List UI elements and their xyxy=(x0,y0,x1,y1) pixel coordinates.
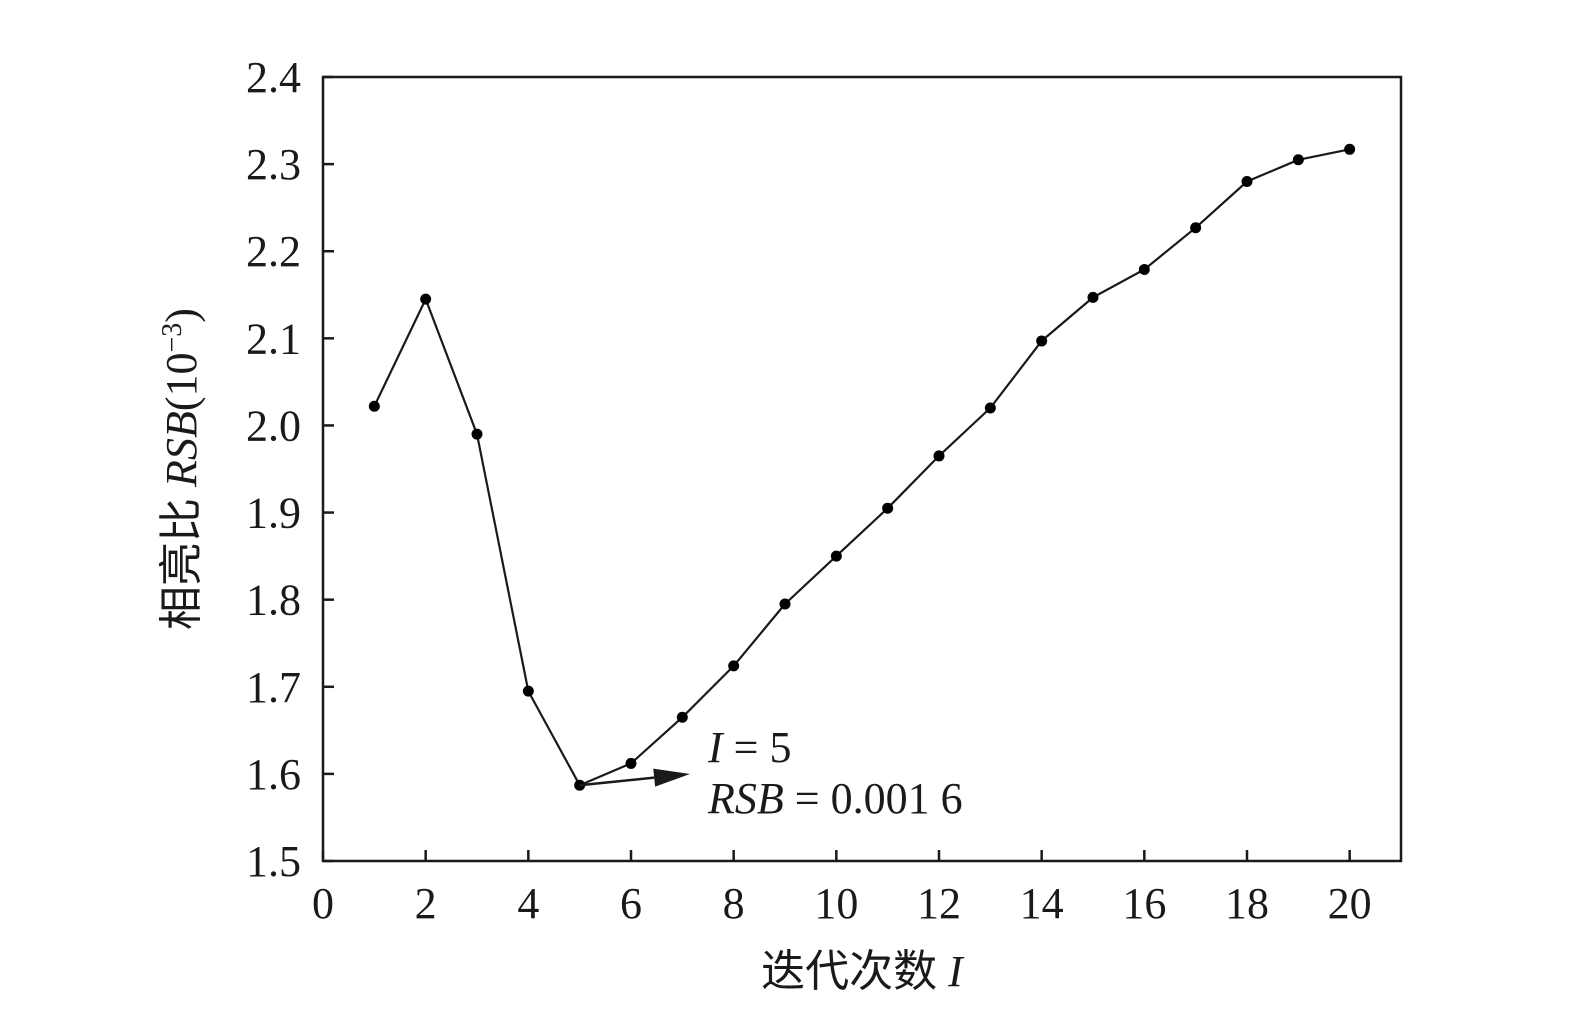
data-point xyxy=(1036,335,1048,347)
annotation-arrow xyxy=(579,776,655,787)
x-tick-label: 16 xyxy=(1122,879,1166,928)
y-tick-label: 1.9 xyxy=(246,489,301,538)
x-tick-label: 2 xyxy=(415,879,437,928)
y-tick-label: 1.7 xyxy=(246,663,301,712)
plot-frame xyxy=(321,75,1403,863)
data-point xyxy=(522,685,534,697)
y-axis-title-unit-open: (10 xyxy=(157,353,206,412)
x-axis-title-text: 迭代次数 xyxy=(761,947,948,996)
data-point xyxy=(882,502,894,514)
x-tick-label: 0 xyxy=(312,879,334,928)
data-point xyxy=(1344,143,1356,155)
data-point xyxy=(471,428,483,440)
x-tick-label: 10 xyxy=(814,879,858,928)
y-tick-label: 1.6 xyxy=(246,750,301,799)
annotation-arrow-head xyxy=(653,768,690,787)
y-axis-title-text: 相亮比 xyxy=(157,487,206,630)
y-tick-label: 2.0 xyxy=(246,401,301,450)
annotation-value-2: = 0.001 6 xyxy=(784,774,963,823)
x-tick-label: 8 xyxy=(723,879,745,928)
y-axis: 1.5 1.6 1.7 1.8 1.9 2.0 2.1 2.2 2.3 2.4 xyxy=(246,53,334,886)
y-tick-label: 2.4 xyxy=(246,53,301,102)
series-layer xyxy=(368,143,1356,791)
y-axis-title: 相亮比 RSB(10−3) xyxy=(157,308,207,630)
y-axis-title-unit-exp: −3 xyxy=(157,323,188,353)
data-point xyxy=(728,660,740,672)
data-point xyxy=(1292,154,1304,166)
data-point xyxy=(1241,176,1253,188)
annotation-var-2: RSB xyxy=(707,774,784,823)
annotation-var-1: I xyxy=(707,723,725,772)
x-axis: 0 2 4 6 8 10 12 14 16 18 20 xyxy=(312,850,1372,928)
x-tick-label: 6 xyxy=(620,879,642,928)
x-tick-label: 12 xyxy=(917,879,961,928)
x-tick-label: 14 xyxy=(1020,879,1064,928)
data-point xyxy=(368,400,380,412)
y-tick-label: 1.5 xyxy=(246,837,301,886)
series-line xyxy=(373,148,1350,787)
data-point xyxy=(933,450,945,462)
data-point xyxy=(1087,291,1099,303)
annotation-value-1: = 5 xyxy=(723,723,792,772)
y-tick-label: 1.8 xyxy=(246,576,301,625)
annotation-line-2: RSB = 0.001 6 xyxy=(707,774,963,823)
y-tick-label: 2.1 xyxy=(246,314,301,363)
y-tick-label: 2.2 xyxy=(246,227,301,276)
y-axis-title-unit-close: ) xyxy=(157,308,206,323)
data-point xyxy=(625,757,637,769)
x-tick-label: 18 xyxy=(1225,879,1269,928)
y-tick-label: 2.3 xyxy=(246,140,301,189)
x-tick-label: 20 xyxy=(1328,879,1372,928)
data-point xyxy=(676,711,688,723)
data-point xyxy=(984,402,996,414)
x-tick-label: 4 xyxy=(517,879,539,928)
annotation-line-1: I = 5 xyxy=(707,723,791,772)
x-axis-title: 迭代次数 I xyxy=(761,947,965,996)
data-point xyxy=(779,598,791,610)
x-axis-title-var: I xyxy=(947,947,965,996)
annotation: I = 5 RSB = 0.001 6 xyxy=(579,723,963,823)
data-point xyxy=(830,550,842,562)
data-point xyxy=(1138,264,1150,276)
data-point xyxy=(420,293,432,305)
y-axis-title-var: RSB xyxy=(157,411,206,488)
data-point xyxy=(1190,222,1202,234)
